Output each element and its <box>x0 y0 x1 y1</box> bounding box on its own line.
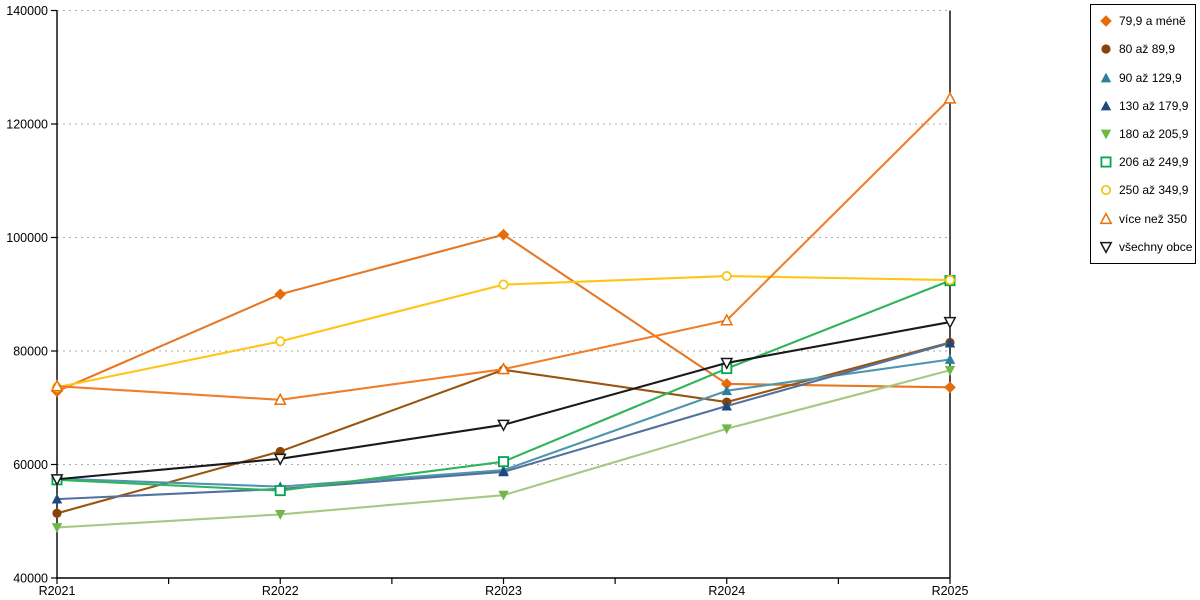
square-open-icon <box>1100 156 1112 168</box>
legend-item: 180 až 205,9 <box>1091 120 1195 147</box>
data-point <box>497 456 509 468</box>
data-point <box>497 362 510 375</box>
diamond-filled-icon <box>1100 15 1112 27</box>
data-point <box>721 385 732 396</box>
axes: 40000 60000 80000 100000 120000 140000 R2021 R2… <box>6 4 968 598</box>
data-point <box>274 288 287 301</box>
legend-label: více než 350 <box>1119 211 1188 226</box>
legend-label: 130 až 179,9 <box>1119 98 1189 113</box>
data-point <box>274 485 286 497</box>
triangle-up-filled-glyph <box>1100 72 1112 82</box>
legend-label: 79,9 a méně <box>1119 14 1186 29</box>
series-line <box>55 321 952 481</box>
legend-item: 90 až 129,9 <box>1091 64 1195 91</box>
x-axis-label: R2022 <box>262 584 299 598</box>
y-axis-label: 80000 <box>13 345 48 359</box>
square-open-glyph <box>1100 156 1112 168</box>
x-axis-label: R2021 <box>39 584 76 598</box>
series-5 <box>51 365 956 533</box>
circle-open-glyph <box>1100 185 1112 196</box>
data-point <box>721 400 732 411</box>
diamond-filled-glyph <box>1100 15 1112 27</box>
triangle-up-open-icon <box>1099 211 1113 224</box>
data-point <box>720 378 733 390</box>
data-point <box>52 508 62 518</box>
legend-label: 206 až 249,9 <box>1119 155 1189 170</box>
chart-legend: 79,9 a méně 80 až 89,9 90 až 129,9 130 až 1… <box>1090 4 1196 264</box>
data-point <box>51 493 63 504</box>
data-point <box>273 453 287 466</box>
data-point <box>497 228 510 241</box>
legend-label: 180 až 205,9 <box>1119 126 1189 141</box>
legend-item: 206 až 249,9 <box>1091 149 1195 176</box>
data-point <box>944 275 956 286</box>
data-point <box>721 424 732 435</box>
data-point <box>275 510 286 520</box>
legend-item: všechny obce <box>1091 233 1195 260</box>
y-axis-label: 100000 <box>6 231 48 245</box>
data-point <box>498 466 509 477</box>
data-point <box>944 354 956 364</box>
legend-item: 250 až 349,9 <box>1091 177 1195 204</box>
data-point <box>498 279 509 290</box>
triangle-up-filled-glyph <box>1100 100 1112 111</box>
legend-label: všechny obce <box>1119 239 1193 254</box>
triangle-down-filled-icon <box>1100 129 1112 140</box>
legend-item: 80 až 89,9 <box>1091 36 1195 63</box>
data-point <box>944 365 956 376</box>
data-point <box>720 357 734 370</box>
triangle-down-open-glyph <box>1099 241 1113 254</box>
legend-label: 250 až 349,9 <box>1119 183 1189 198</box>
legend-label: 90 až 129,9 <box>1119 70 1182 85</box>
y-axis-label: 60000 <box>13 458 48 472</box>
data-point <box>720 313 734 326</box>
y-axis-label: 40000 <box>13 572 48 586</box>
data-point <box>51 523 63 533</box>
legend-label: 80 až 89,9 <box>1119 42 1176 57</box>
data-point <box>943 91 957 104</box>
gridlines <box>57 10 950 465</box>
data-point <box>943 316 957 330</box>
data-point <box>273 392 287 405</box>
triangle-up-filled-icon <box>1100 72 1112 82</box>
triangle-up-filled-icon <box>1100 100 1112 111</box>
data-point <box>497 419 510 432</box>
series-line <box>55 97 952 401</box>
series-9 <box>50 316 957 487</box>
series-4 <box>51 337 956 504</box>
data-point <box>944 381 956 394</box>
series-8 <box>50 91 957 405</box>
y-axis-label: 120000 <box>6 118 48 132</box>
y-axis-label: 140000 <box>6 4 48 18</box>
legend-item: 130 až 179,9 <box>1091 92 1195 119</box>
circle-filled-icon <box>1101 44 1111 54</box>
data-point <box>50 379 64 392</box>
data-point <box>50 474 64 487</box>
data-point <box>275 336 286 347</box>
data-point <box>498 490 509 501</box>
data-point <box>944 337 956 348</box>
x-axis-label: R2025 <box>932 584 969 598</box>
x-axis-label: R2023 <box>485 584 522 598</box>
circle-filled-glyph <box>1101 44 1111 54</box>
circle-open-icon <box>1100 185 1112 196</box>
legend-item: více než 350 <box>1091 205 1195 232</box>
triangle-up-open-glyph <box>1099 211 1113 224</box>
triangle-down-open-icon <box>1099 241 1113 254</box>
legend-item: 79,9 a méně <box>1091 8 1195 35</box>
x-axis-label: R2024 <box>708 584 745 598</box>
triangle-down-filled-glyph <box>1100 129 1112 140</box>
data-point <box>721 271 732 282</box>
